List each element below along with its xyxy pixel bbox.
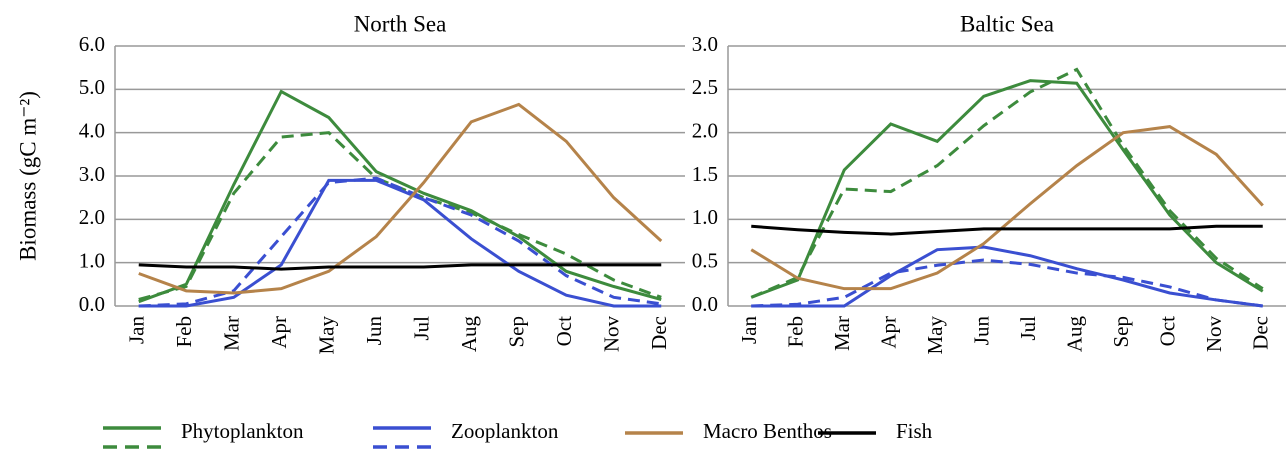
y-tick-label: 4.0 <box>79 118 105 142</box>
x-tick-label: Jun <box>362 316 386 346</box>
legend-label: Phytoplankton <box>181 419 304 443</box>
y-tick-label: 3.0 <box>79 162 105 186</box>
legend-label: Fish <box>896 419 933 443</box>
x-tick-label: May <box>315 316 339 355</box>
x-tick-label: Feb <box>784 316 808 348</box>
x-tick-label: Oct <box>1156 316 1180 346</box>
x-tick-label: Mar <box>220 316 244 351</box>
data-line <box>751 224 1263 236</box>
x-tick-label: Jul <box>410 316 434 341</box>
y-tick-label: 6.0 <box>79 32 105 56</box>
x-tick-label: Sep <box>505 316 529 348</box>
data-line <box>138 89 662 304</box>
x-tick-label: Jan <box>125 316 149 344</box>
x-tick-label: Aug <box>1063 316 1087 353</box>
data-line <box>138 178 662 308</box>
x-tick-label: Dec <box>1249 316 1273 350</box>
data-line <box>750 67 1264 299</box>
x-tick-label: Sep <box>1109 316 1133 348</box>
data-line <box>751 245 1263 308</box>
legend-label: Macro Benthos <box>703 419 832 443</box>
x-tick-label: Nov <box>1202 316 1226 353</box>
y-tick-label: 1.5 <box>692 162 718 186</box>
x-tick-label: May <box>923 316 947 355</box>
x-tick-label: Dec <box>647 316 671 350</box>
chart-title: Baltic Sea <box>960 11 1054 36</box>
data-line <box>138 102 663 295</box>
x-tick-label: Oct <box>552 316 576 346</box>
data-line <box>138 263 662 271</box>
y-tick-label: 0.0 <box>692 292 718 316</box>
x-tick-label: Jan <box>737 316 761 344</box>
y-tick-label: 2.0 <box>79 205 105 229</box>
x-tick-label: Apr <box>877 316 901 349</box>
x-tick-label: Feb <box>172 316 196 348</box>
y-tick-label: 5.0 <box>79 75 105 99</box>
y-tick-label: 2.0 <box>692 118 718 142</box>
data-line <box>750 79 1264 299</box>
y-tick-label: 0.0 <box>79 292 105 316</box>
y-tick-label: 0.5 <box>692 248 718 272</box>
y-axis-label: Biomass (gC m⁻²) <box>15 91 40 261</box>
y-tick-label: 3.0 <box>692 32 718 56</box>
x-tick-label: Jun <box>970 316 994 346</box>
data-line <box>750 125 1264 291</box>
data-line <box>751 258 1263 308</box>
x-tick-label: Jul <box>1016 316 1040 341</box>
legend-label: Zooplankton <box>451 419 559 443</box>
data-line <box>138 176 662 308</box>
chart-title: North Sea <box>354 11 447 36</box>
y-tick-label: 1.0 <box>692 205 718 229</box>
y-tick-label: 2.5 <box>692 75 718 99</box>
x-tick-label: Aug <box>457 316 481 353</box>
x-tick-label: Apr <box>267 316 291 349</box>
x-tick-label: Mar <box>830 316 854 351</box>
y-tick-label: 1.0 <box>79 248 105 272</box>
x-tick-label: Nov <box>600 316 624 353</box>
